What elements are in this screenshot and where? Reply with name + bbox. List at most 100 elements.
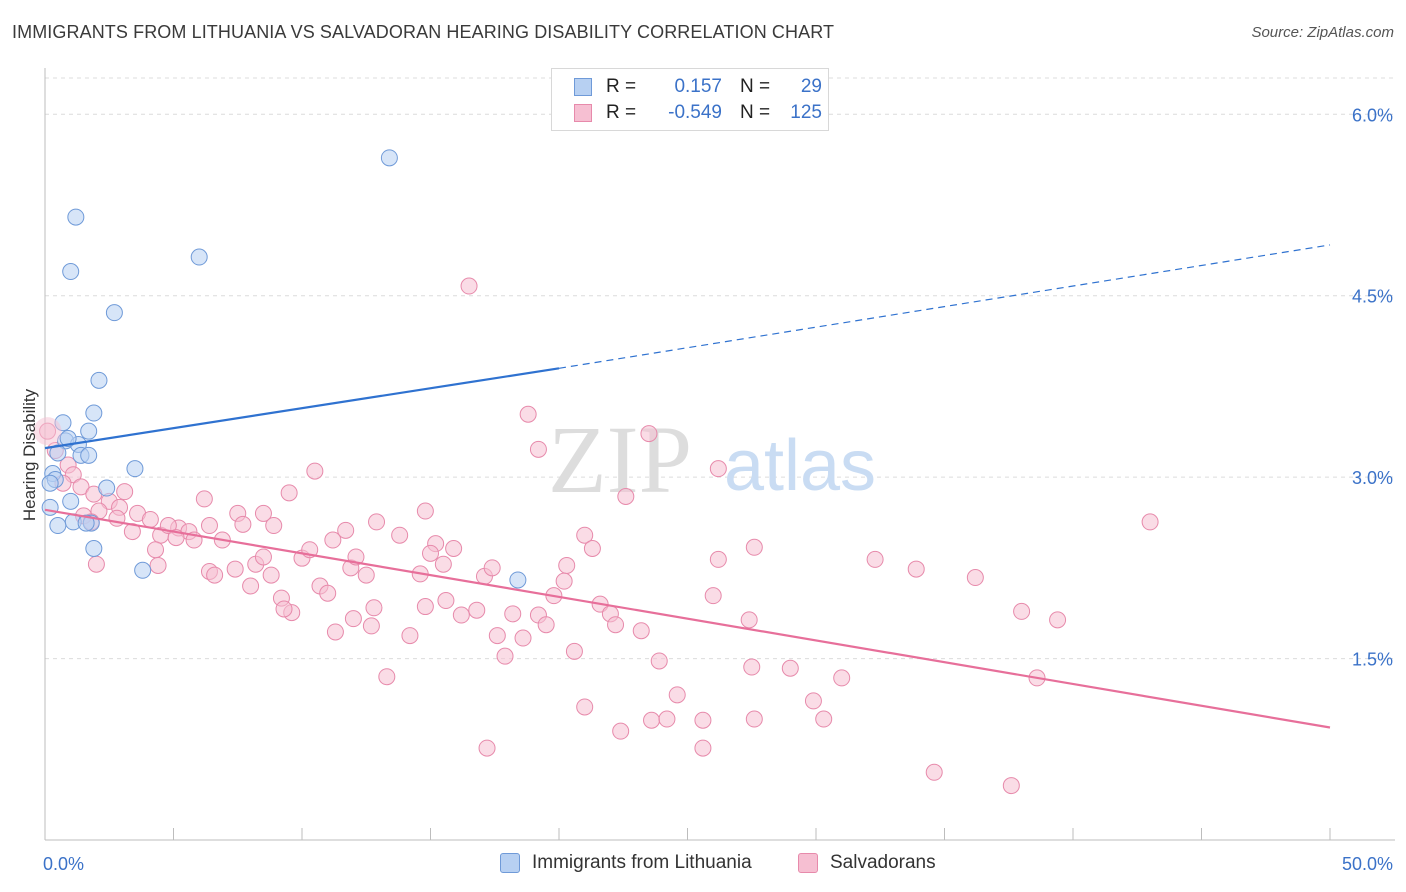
salvadoran-point <box>504 605 522 623</box>
salvadoran-point <box>583 540 601 558</box>
salvadoran-point <box>709 460 727 478</box>
tick-labels: 1.5% 3.0% 4.5% 6.0% 0.0% 50.0% <box>43 105 1393 874</box>
lithuania-point <box>41 498 59 516</box>
salvadoran-point <box>460 277 478 295</box>
y-tick-label: 1.5% <box>1352 650 1393 670</box>
x-tick-label: 50.0% <box>1342 854 1393 874</box>
lithuania-point <box>90 371 108 389</box>
watermark: ZIP atlas <box>548 406 876 513</box>
correlation-legend: R = 0.157 N = 29 R = -0.549 N = 125 <box>551 68 829 131</box>
legend-swatch-lithuania <box>500 853 520 873</box>
salvadoran-point <box>254 548 272 566</box>
salvadoran-point <box>254 504 272 522</box>
salvadoran-point <box>337 521 355 539</box>
lithuania-point <box>67 208 85 226</box>
salvadoran-point <box>668 686 686 704</box>
salvadoran-point <box>362 617 380 635</box>
salvadoran-point <box>529 440 547 458</box>
lithuania-point <box>62 263 80 281</box>
salvadoran-point <box>206 566 224 584</box>
y-tick-label: 4.5% <box>1352 287 1393 307</box>
salvadoran-point <box>149 556 167 574</box>
salvadoran-point <box>324 531 342 549</box>
salvadoran-point <box>1141 513 1159 531</box>
lithuania-trend-extension <box>558 244 1331 369</box>
salvadoran-point <box>445 540 463 558</box>
salvadoran-point <box>434 555 452 573</box>
salvadoran-point <box>925 763 943 781</box>
salvadoran-point <box>365 599 383 617</box>
salvadoran-point <box>607 616 625 634</box>
salvadoran-point <box>33 417 62 446</box>
salvadoran-point <box>519 405 537 423</box>
source-label: Source: ZipAtlas.com <box>1251 24 1394 41</box>
lithuania-point <box>41 474 59 492</box>
salvadoran-point <box>558 556 576 574</box>
salvadoran-point <box>147 541 165 559</box>
lithuania-point <box>62 492 80 510</box>
salvadoran-point <box>416 502 434 520</box>
trend-layer <box>44 244 1331 729</box>
salvadoran-point <box>1049 611 1067 629</box>
salvadoran-point <box>306 462 324 480</box>
salvadoran-point <box>483 559 501 577</box>
legend-n-label: N = <box>740 102 771 123</box>
salvadoran-point <box>694 739 712 757</box>
legend-r-value: -0.549 <box>668 102 722 123</box>
x-tick-label: 0.0% <box>43 854 84 874</box>
salvadoran-point <box>966 569 984 587</box>
salvadoran-point <box>275 600 293 618</box>
salvadoran-point <box>262 566 280 584</box>
salvadoran-point <box>200 517 218 535</box>
salvadoran-point <box>280 484 298 502</box>
salvadoran-point <box>514 629 532 647</box>
lithuania-point <box>134 561 152 579</box>
salvadoran-point <box>1013 602 1031 620</box>
legend-swatch-salvadorans <box>798 853 818 873</box>
lithuania-point <box>49 444 67 462</box>
salvadoran-point <box>745 538 763 556</box>
legend-item-lithuania[interactable]: Immigrants from Lithuania <box>500 852 752 874</box>
legend-label-salvadorans: Salvadorans <box>830 852 936 873</box>
legend-n-label: N = <box>740 76 771 97</box>
lithuania-point <box>80 422 98 440</box>
salvadoran-point <box>116 483 134 501</box>
salvadoran-point <box>401 627 419 645</box>
lithuania-point <box>85 404 103 422</box>
lithuania-point <box>85 540 103 558</box>
salvadoran-point <box>740 611 758 629</box>
salvadoran-point <box>437 592 455 610</box>
lithuania-point <box>190 248 208 266</box>
salvadoran-point <box>650 652 668 670</box>
salvadoran-point <box>576 526 594 544</box>
salvadoran-point <box>617 487 635 505</box>
salvadoran-point <box>242 577 260 595</box>
salvadoran-point <box>555 572 573 590</box>
lithuania-point <box>49 517 67 535</box>
salvadoran-point <box>537 616 555 634</box>
legend-n-value: 29 <box>800 76 822 97</box>
salvadoran-point <box>833 669 851 687</box>
lithuania-point <box>59 429 77 447</box>
salvadoran-point <box>391 526 409 544</box>
salvadoran-point <box>643 711 661 729</box>
legend-row-lithuania: R = 0.157 N = 29 <box>552 74 822 100</box>
salvadoran-point <box>195 490 213 508</box>
salvadoran-point <box>141 510 159 528</box>
salvadoran-point <box>815 710 833 728</box>
salvadoran-point <box>378 668 396 686</box>
lithuania-point <box>98 479 116 497</box>
salvadoran-point <box>452 606 470 624</box>
legend-n-value: 125 <box>790 102 822 123</box>
y-tick-label: 6.0% <box>1352 105 1393 125</box>
salvadoran-point <box>87 555 105 573</box>
series-legend: Immigrants from Lithuania Salvadorans <box>0 852 1406 878</box>
legend-r-label: R = <box>606 76 637 97</box>
legend-item-salvadorans[interactable]: Salvadorans <box>798 852 936 874</box>
lithuania-trend-line <box>44 367 560 450</box>
y-axis-label: Hearing Disability <box>20 388 39 522</box>
salvadoran-point <box>416 598 434 616</box>
salvadoran-point <box>745 710 763 728</box>
legend-label-lithuania: Immigrants from Lithuania <box>532 852 752 873</box>
legend-swatch-lithuania <box>574 78 592 96</box>
